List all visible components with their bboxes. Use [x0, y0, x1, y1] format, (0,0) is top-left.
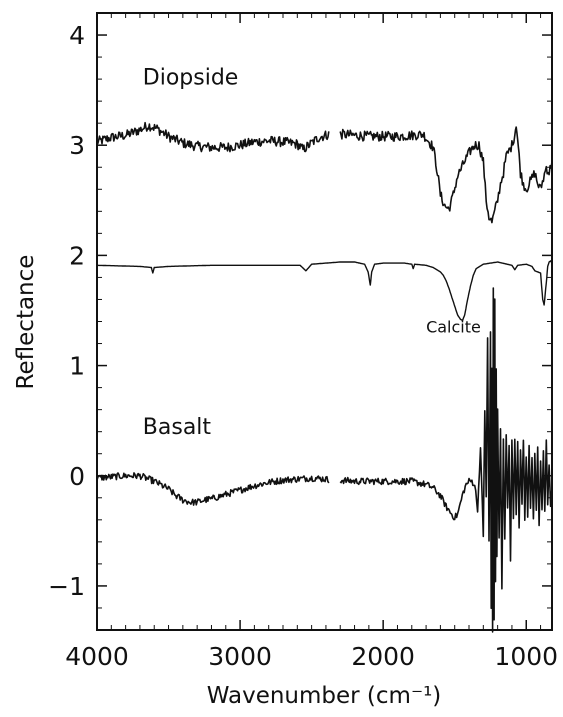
- x-tick-label: 1000: [494, 642, 558, 671]
- x-axis-title: Wavenumber (cm⁻¹): [207, 683, 442, 709]
- series-diopside: [96, 121, 553, 224]
- y-tick-label: 2: [69, 241, 85, 270]
- y-tick-label: 3: [69, 131, 85, 160]
- annotations: Diopside Calcite Basalt: [143, 66, 481, 440]
- x-tick-label: 4000: [65, 642, 129, 671]
- series-line-basalt: [339, 287, 553, 633]
- y-axis-title: Reflectance: [13, 255, 39, 390]
- y-tick-label: 1: [69, 352, 85, 381]
- x-tick-label: 3000: [208, 642, 272, 671]
- y-tick-label: 4: [69, 21, 85, 50]
- series-line-basalt: [96, 472, 330, 506]
- series-lines: [96, 121, 553, 633]
- y-tick-label: −1: [48, 572, 85, 601]
- series-line-diopside: [96, 121, 330, 153]
- annotation-diopside: Diopside: [143, 66, 239, 91]
- series-line-calcite: [96, 260, 553, 322]
- series-line-diopside: [339, 126, 553, 224]
- series-basalt: [96, 287, 553, 633]
- annotation-calcite: Calcite: [426, 318, 481, 337]
- annotation-basalt: Basalt: [143, 415, 212, 440]
- y-tick-label: 0: [69, 462, 85, 491]
- plot-frame: [96, 12, 553, 631]
- axis-ticks: [96, 13, 552, 630]
- series-calcite: [96, 260, 553, 322]
- x-tick-label: 2000: [351, 642, 415, 671]
- axis-tick-labels: 4000 3000 2000 1000 −1 0 1 2 3 4: [48, 21, 558, 671]
